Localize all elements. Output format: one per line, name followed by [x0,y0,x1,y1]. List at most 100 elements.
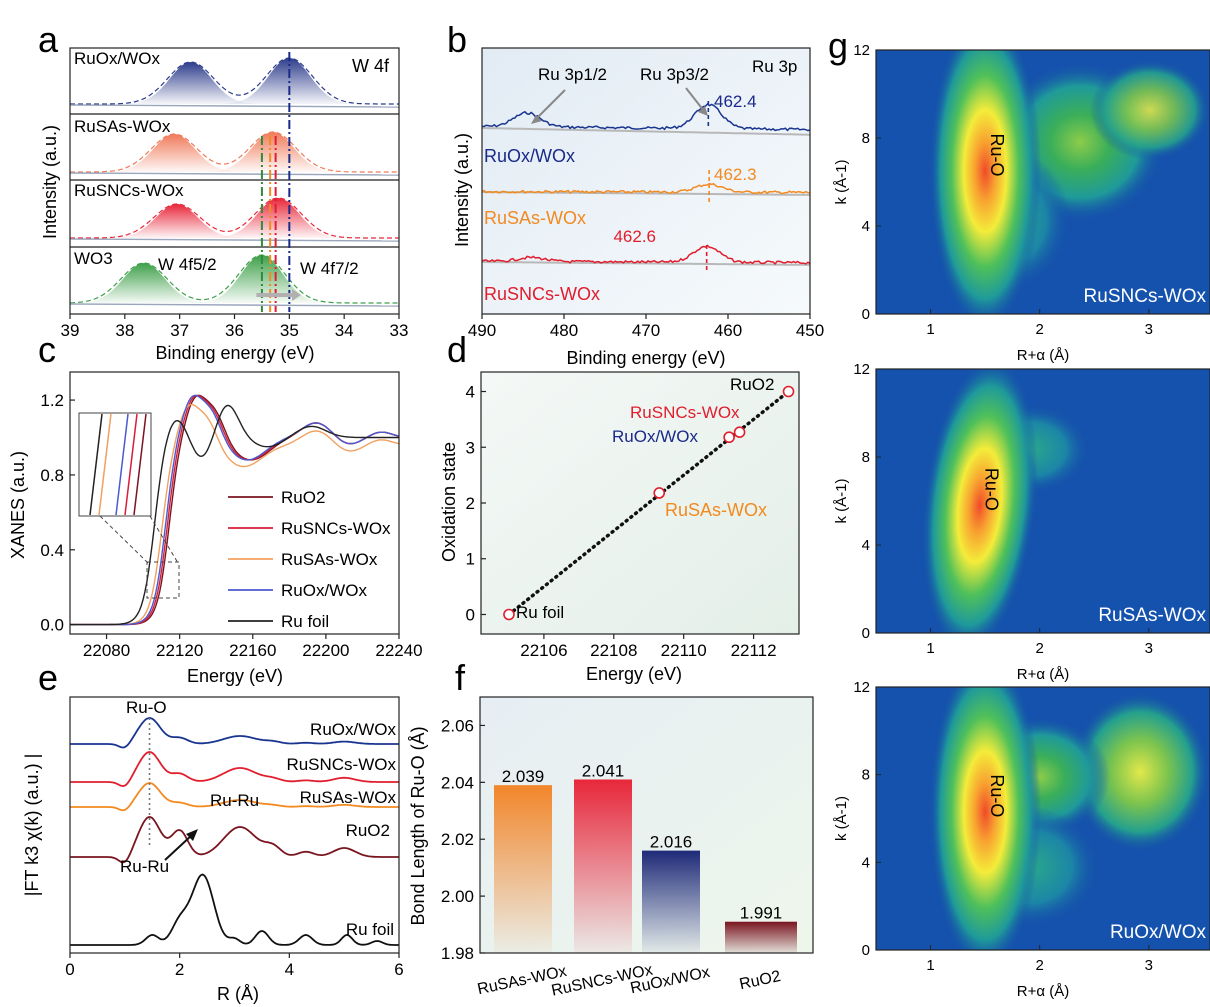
panel-a-peak-fill [207,132,339,172]
panel-g-y-tick-label: 4 [862,218,870,235]
panel-e-ylabel: |FT k3 χ(k) (a.u.) | [22,754,42,896]
panel-e-arrow [164,834,193,861]
panel-c-legend-label: RuSAs-WOx [281,550,378,569]
panel-g-ru-o-label: Ru-O [987,133,1007,176]
panel-g-x-tick-label: 2 [1036,957,1044,974]
panel-c-x-tick-label: 22160 [229,641,276,660]
panel-a-peak-fill [78,263,210,303]
panel-c-inset-line [115,413,129,516]
panel-e-series-3 [70,782,399,812]
panel-a-peak-fill [111,204,243,238]
panel-d-x-tick-label: 22106 [520,641,567,660]
panel-g-y-tick-label: 8 [862,449,870,466]
panel-c-series-5 [70,404,399,626]
panel-f-bar-value: 2.016 [650,833,693,852]
panel-g-ylabel: k (Å-1) [833,796,850,841]
panel-d-y-tick-label: 3 [466,438,475,457]
panel-b-sample-2: RuSAs-WOx [484,208,586,228]
panel-e-series-2 [70,751,399,787]
panel-a-title: W 4f [352,56,390,76]
panel-g-ru-o-label: Ru-O [987,774,1007,817]
panel-g-feature [1070,692,1210,852]
panel-b-spectrum-3 [481,244,811,266]
panel-d-y-tick-label: 2 [466,494,475,513]
panel-f-y-tick-label: 2.04 [441,773,474,792]
panel-f-letter: f [455,657,466,698]
panel-d-label-2: RuSNCs-WOx [630,403,740,422]
panel-a-baseline [69,238,400,242]
panel-f: f 2.039RuSAs-WOx2.041RuSNCs-WOx2.016RuOx… [408,657,814,1000]
panel-c-letter: c [38,329,56,370]
panel-b-x-tick-label: 480 [550,321,578,340]
panel-b-x-tick-label: 460 [714,321,742,340]
panel-b-peak-value-2: 462.3 [714,165,757,184]
panel-d-letter: d [447,329,467,370]
panel-g-x-tick-label: 1 [926,640,934,657]
panel-a-envelope-3 [70,197,399,239]
panel-b-arrow [685,87,705,112]
panel-f-category-label: RuO2 [738,968,783,993]
panel-f-bar [725,921,797,953]
panel-f-frame [479,696,814,954]
panel-g-map-content [876,687,1210,950]
panel-g-x-tick-label: 3 [1145,640,1153,657]
panel-d-x-tick-label: 22112 [731,641,777,660]
panel-g-main-peak [929,687,1042,950]
panel-a-x-tick-label: 39 [61,321,80,340]
panel-g-x-tick-label: 1 [926,321,934,338]
panel-d-label-5: Ru foil [516,603,564,622]
panel-a-x-tick-label: 33 [390,321,409,340]
panel-e-xlabel: R (Å) [217,984,259,1004]
panel-c-legend-label: RuOx/WOx [281,581,367,600]
panel-b-sample-1: RuOx/WOx [484,146,575,166]
panel-d-label-4: RuSAs-WOx [665,500,767,520]
panel-g-x-tick-label: 1 [926,957,934,974]
panel-e-series-5 [70,873,399,946]
panel-e-x-tick-label: 4 [285,960,294,979]
panel-a-peak-fill [124,62,257,104]
panel-f-y-tick-label: 2.06 [441,716,474,735]
panel-a-sample-3: RuSNCs-WOx [74,181,184,200]
panel-g-y-tick-label: 12 [853,42,870,59]
panel-c: c RuO2 RuSNCs-WOx RuSAs-WOx RuOx/WOx Ru foil… [8,329,423,686]
panel-a-x-tick-label: 36 [225,321,244,340]
panel-b-x-tick-label: 450 [796,321,824,340]
panel-a-letter: a [38,19,59,60]
panel-e-peak-label-2: Ru-Ru [210,791,259,810]
panel-g-sample-label: RuSAs-WOx [1098,605,1206,626]
panel-g-ru-o-label: Ru-O [982,468,1002,511]
panel-c-x-tick-label: 22080 [83,641,130,660]
panel-c-xlabel: Energy (eV) [187,666,283,686]
panel-d-point [723,431,735,444]
panel-f-bar [642,850,700,953]
panel-a-x-tick-label: 38 [115,321,134,340]
panel-e-x-tick-label: 6 [394,960,403,979]
panel-g-y-tick-label: 12 [853,361,870,378]
panel-b: b Ru 3p Ru 3p1/2 Ru 3p3/2 RuOx/WOx RuSAs… [447,19,824,368]
panel-b-x-tick-label: 470 [632,321,660,340]
panel-c-frame [69,371,400,635]
panel-g-ylabel: k (Å-1) [833,478,850,523]
panel-g-ylabel: k (Å-1) [833,159,850,204]
panel-e-peak-label-3: Ru-Ru [120,857,169,876]
panel-f-y-tick-label: 1.98 [441,944,474,963]
panel-b-ylabel: Intensity (a.u.) [452,133,472,247]
panel-g-sample-label: RuSNCs-WOx [1084,286,1207,307]
panel-f-y-tick-label: 2.02 [441,830,474,849]
panel-d-point [503,608,515,621]
panel-g-feature [1090,60,1210,160]
panel-g-x-tick-label: 2 [1036,640,1044,657]
panel-f-bar-value: 2.039 [502,767,545,786]
panel-g-y-tick-label: 4 [862,537,870,554]
panel-c-ylabel: XANES (a.u.) [8,451,28,559]
panel-a-peak-fill [212,198,345,238]
panel-e-arrowhead [186,829,198,841]
panel-f-bar [574,779,632,953]
panel-e-sample-3: RuSAs-WOx [300,788,397,807]
panel-e: e Ru-O Ru-Ru Ru-Ru RuOx/WOx RuSNCs-WOx R… [22,657,404,1004]
panel-g-xlabel: R+α (Å) [1017,347,1069,364]
panel-d-point [782,385,795,398]
